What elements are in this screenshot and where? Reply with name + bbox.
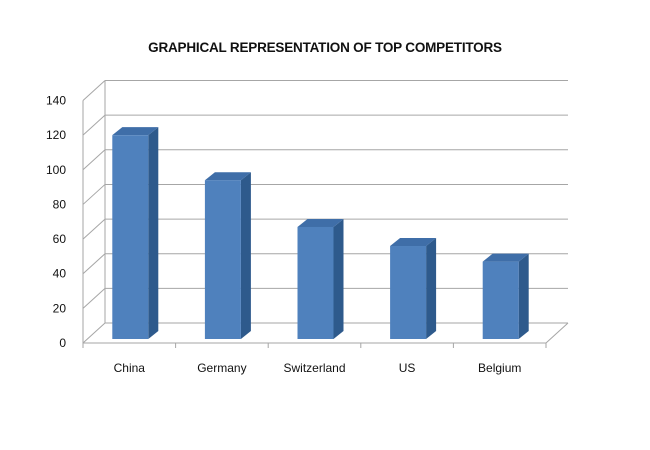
gridline-side	[82, 322, 106, 344]
floor-right-edge	[545, 322, 569, 344]
x-category-label: Switzerland	[283, 361, 345, 375]
x-category-label: Germany	[197, 361, 246, 375]
bar-front	[482, 261, 519, 339]
bar-side	[426, 238, 437, 339]
gridline-side	[82, 149, 106, 171]
gridline-side	[82, 253, 106, 275]
y-tick-label: 0	[59, 336, 66, 350]
y-tick-label: 140	[46, 94, 66, 108]
bar-top	[390, 238, 437, 247]
bar-side	[240, 172, 251, 339]
gridline-side	[82, 184, 106, 205]
bar-top	[482, 253, 529, 262]
bar-top	[112, 127, 159, 136]
bar-layer	[112, 127, 529, 339]
bar-belgium	[482, 253, 529, 339]
y-tick-label: 100	[46, 163, 66, 177]
bar-side	[148, 127, 159, 339]
y-tick-label: 120	[46, 128, 66, 142]
bar-side	[518, 253, 529, 339]
gridline-side	[82, 80, 106, 101]
bar-switzerland	[297, 218, 344, 339]
x-category-label: Belgium	[478, 361, 521, 375]
y-tick-label: 40	[53, 267, 67, 281]
bar-front	[112, 135, 149, 339]
x-category-label: US	[399, 361, 416, 375]
bar-front	[204, 180, 241, 339]
gridline-side	[82, 114, 106, 136]
bar-top	[297, 218, 344, 227]
chart-title: GRAPHICAL REPRESENTATION OF TOP COMPETIT…	[148, 40, 502, 55]
bar-germany	[204, 172, 251, 339]
bar-top	[204, 172, 251, 181]
axis-layer	[82, 100, 569, 348]
y-tick-label: 80	[53, 197, 67, 211]
gridline-side	[82, 218, 106, 240]
x-category-label: China	[114, 361, 146, 375]
bar-china	[112, 127, 159, 339]
y-tick-label: 60	[53, 232, 67, 246]
bar-front	[390, 246, 427, 339]
bar-front	[297, 226, 334, 339]
label-layer: 0 20 40 60 80 100 120 140 China Germany Switzerlan…	[46, 94, 521, 375]
bar-us	[390, 238, 437, 339]
bar-side	[333, 218, 344, 339]
gridline-side	[82, 287, 106, 309]
y-tick-label: 20	[53, 301, 67, 315]
